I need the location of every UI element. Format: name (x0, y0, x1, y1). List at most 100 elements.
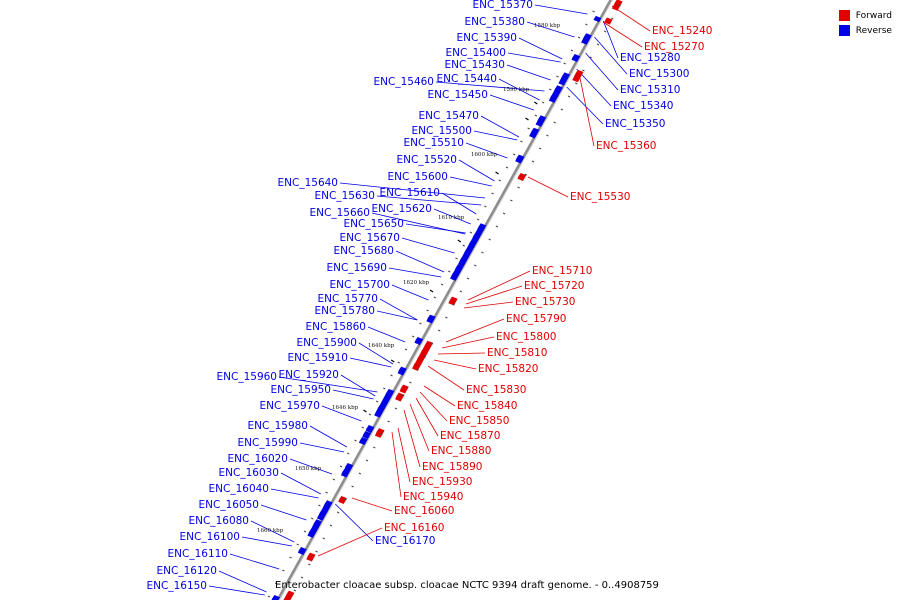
leader-line (465, 142, 508, 159)
gene-label-forward: ENC_15830 (466, 384, 526, 396)
tick-dash (426, 309, 429, 312)
tick-dash (310, 517, 314, 520)
gene-label-reverse: ENC_16150 (147, 580, 207, 592)
gene-label-reverse: ENC_16100 (180, 531, 240, 543)
leader-line (280, 472, 322, 495)
tick-dash (397, 361, 400, 364)
tick-dash (498, 179, 501, 182)
legend-forward-label: Forward (855, 10, 892, 21)
gene-label-forward: ENC_15850 (449, 415, 509, 427)
leader-line (506, 64, 551, 81)
reverse-swatch (838, 25, 850, 36)
coordinate-tick: 1646 kbp (332, 405, 359, 411)
leader-line (526, 21, 575, 38)
tick-dash (546, 134, 549, 137)
leader-line (270, 488, 319, 499)
leader-line (458, 159, 495, 182)
gene-label-reverse: ENC_15470 (419, 110, 479, 122)
leader-line (397, 427, 411, 483)
reverse-gene (316, 509, 328, 521)
leader-line (358, 342, 394, 365)
tick-dash (563, 62, 566, 65)
tick-dash (466, 277, 470, 280)
leader-line (299, 442, 345, 453)
tick-dash (401, 394, 405, 397)
leader-line (427, 365, 465, 391)
leader-line (445, 318, 505, 343)
gene-label-reverse: ENC_15990 (238, 437, 298, 449)
reverse-gene (358, 437, 368, 446)
leader-line (433, 359, 477, 370)
leader-line (317, 527, 383, 557)
tick-dash (437, 329, 441, 332)
tick-dash (300, 576, 304, 579)
tick-dash (455, 257, 458, 260)
gene-label-reverse: ENC_16050 (199, 499, 259, 511)
tick-dash (512, 153, 516, 156)
reverse-gene (571, 54, 581, 63)
leader-line (260, 504, 307, 521)
gene-label-forward: ENC_15880 (431, 445, 491, 457)
tick-dash (495, 225, 499, 228)
legend-forward: Forward (838, 8, 892, 23)
leader-line (379, 298, 418, 321)
tick-dash (351, 485, 354, 488)
coordinate-tick: 1600 kbp (471, 152, 498, 158)
gene-label-forward: ENC_15530 (570, 191, 630, 203)
tick-dash (365, 459, 369, 462)
tick-dash (556, 75, 559, 78)
legend-reverse-label: Reverse (855, 25, 892, 36)
marker-dash (390, 359, 395, 363)
tick-dash (308, 563, 311, 566)
gene-label-reverse: ENC_15680 (334, 245, 394, 257)
leader-line (527, 176, 569, 198)
leader-line (415, 397, 439, 437)
gene-label-reverse: ENC_15300 (629, 68, 689, 80)
tick-dash (336, 511, 340, 514)
leader-line (278, 376, 378, 393)
forward-gene (283, 590, 295, 600)
tick-dash (553, 121, 556, 124)
tick-dash (520, 140, 523, 143)
tick-dash (296, 543, 299, 546)
tick-dash (596, 43, 600, 46)
leader-line (419, 391, 448, 422)
reverse-gene (535, 115, 547, 127)
tick-dash (293, 589, 297, 592)
reverse-gene (297, 547, 307, 556)
leader-line (579, 77, 595, 147)
strand-legend: Forward Reverse (838, 8, 892, 38)
leader-line (409, 403, 430, 452)
leader-line (289, 458, 333, 475)
leader-line (465, 285, 523, 305)
gene-label-reverse: ENC_15700 (330, 279, 390, 291)
reverse-gene (414, 337, 424, 346)
leader-line (480, 115, 520, 138)
tick-dash (538, 147, 542, 150)
coordinate-tick: 1580 kbp (534, 23, 561, 29)
forward-swatch (838, 10, 850, 21)
gene-label-reverse: ENC_15400 (446, 47, 506, 59)
reverse-gene (397, 366, 407, 376)
gene-label-reverse: ENC_16020 (228, 453, 288, 465)
tick-dash (440, 283, 444, 286)
leader-line (403, 409, 421, 468)
reverse-gene (558, 72, 571, 86)
marker-dash (534, 101, 538, 105)
gene-label-reverse: ENC_16040 (209, 483, 269, 495)
gene-label-reverse: ENC_15670 (340, 232, 400, 244)
tick-dash (592, 10, 595, 13)
leader-line (395, 250, 445, 273)
tick-dash (404, 348, 408, 351)
leader-line (250, 520, 295, 543)
tick-dash (589, 56, 592, 59)
leader-line (334, 503, 374, 542)
tick-dash (289, 556, 292, 559)
tick-dash (488, 238, 491, 241)
marker-dash (429, 289, 434, 293)
gene-label-reverse: ENC_15610 (380, 187, 440, 199)
tick-dash (603, 30, 607, 33)
forward-gene (572, 69, 584, 83)
tick-dash (527, 127, 530, 130)
marker-dash (525, 117, 529, 121)
